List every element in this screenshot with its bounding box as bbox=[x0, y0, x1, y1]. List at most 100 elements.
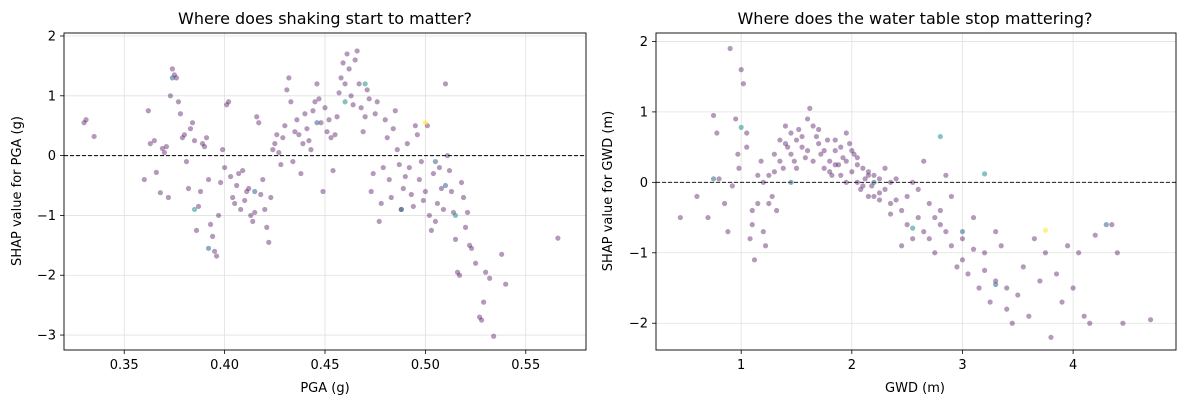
left-x-tick-label: 0.45 bbox=[311, 358, 340, 373]
right-scatter-point bbox=[926, 236, 932, 242]
left-subplot: Where does shaking start to matter? 0.35… bbox=[10, 9, 587, 396]
right-scatter-point bbox=[714, 130, 720, 136]
left-scatter-point bbox=[406, 164, 412, 171]
left-scatter-point bbox=[402, 173, 408, 180]
right-scatter-point bbox=[987, 299, 993, 305]
right-scatter-point bbox=[769, 193, 775, 200]
left-scatter-point bbox=[416, 176, 422, 183]
right-scatter-point bbox=[762, 243, 769, 249]
right-scatter-point bbox=[1076, 250, 1082, 256]
left-points bbox=[81, 48, 561, 339]
right-scatter-point-highlight bbox=[910, 225, 916, 231]
right-scatter-point bbox=[1087, 320, 1093, 326]
right-x-tick-label: 4 bbox=[1069, 358, 1077, 373]
left-scatter-point bbox=[322, 105, 328, 111]
left-scatter-point bbox=[161, 150, 167, 156]
left-scatter-point bbox=[195, 203, 202, 210]
left-y-tick-label: −3 bbox=[37, 329, 56, 344]
left-scatter-point bbox=[352, 57, 358, 63]
right-scatter-point bbox=[821, 165, 827, 171]
left-x-tick-label: 0.50 bbox=[411, 358, 440, 373]
right-scatter-point bbox=[1081, 313, 1087, 319]
left-scatter-point bbox=[428, 227, 435, 233]
right-scatter-point bbox=[744, 130, 750, 136]
right-scatter-point bbox=[788, 130, 794, 136]
right-scatter-point bbox=[694, 193, 700, 200]
left-scatter-point bbox=[256, 120, 262, 126]
left-scatter-point-highlight bbox=[442, 182, 449, 189]
right-scatter-point-highlight bbox=[959, 229, 966, 235]
right-scatter-point bbox=[824, 137, 831, 143]
left-scatter-point bbox=[320, 188, 326, 195]
right-scatter-point bbox=[910, 179, 916, 185]
right-scatter-point bbox=[904, 222, 910, 228]
left-x-axis-label: PGA (g) bbox=[300, 381, 349, 396]
right-scatter-point bbox=[799, 133, 805, 140]
left-scatter-point bbox=[362, 114, 368, 120]
left-x-tick-label: 0.55 bbox=[511, 358, 540, 373]
right-subplot: Where does the water table stop matterin… bbox=[601, 9, 1177, 396]
left-scatter-point bbox=[151, 138, 157, 144]
left-scatter-point bbox=[264, 224, 270, 230]
right-scatter-point-highlight bbox=[710, 176, 717, 182]
left-scatter-point bbox=[360, 129, 366, 135]
right-scatter-point bbox=[829, 172, 835, 178]
left-scatter-point bbox=[460, 194, 467, 201]
right-scatter-point bbox=[1048, 334, 1054, 340]
left-chart-title: Where does shaking start to matter? bbox=[178, 9, 472, 28]
left-scatter-point bbox=[175, 99, 182, 105]
left-scatter-point bbox=[316, 96, 322, 102]
right-scatter-point bbox=[849, 148, 855, 154]
right-scatter-point bbox=[860, 183, 866, 189]
left-scatter-point bbox=[83, 117, 89, 123]
right-scatter-point bbox=[1020, 264, 1026, 270]
left-scatter-point bbox=[268, 194, 274, 201]
left-scatter-point bbox=[228, 173, 234, 180]
right-scatter-point bbox=[780, 165, 786, 171]
left-scatter-point bbox=[288, 99, 294, 105]
left-scatter-point bbox=[344, 51, 350, 57]
right-scatter-point bbox=[1026, 313, 1032, 319]
right-scatter-point bbox=[998, 243, 1004, 249]
right-scatter-point bbox=[904, 193, 910, 200]
right-scatter-point bbox=[807, 105, 813, 111]
left-scatter-point bbox=[376, 218, 382, 225]
right-scatter-point bbox=[705, 214, 711, 221]
left-scatter-point bbox=[274, 132, 280, 138]
right-scatter-point bbox=[876, 176, 883, 182]
right-scatter-point-highlight bbox=[981, 171, 988, 177]
right-scatter-point bbox=[832, 148, 838, 154]
right-scatter-point bbox=[843, 130, 849, 136]
left-y-ticks: −3 −2 −1 0 1 2 bbox=[37, 29, 64, 344]
right-scatter-point bbox=[736, 165, 742, 171]
left-scatter-point bbox=[211, 248, 218, 254]
right-scatter-point bbox=[818, 151, 824, 157]
left-y-axis-label: SHAP value for PGA (g) bbox=[10, 116, 25, 266]
right-scatter-point bbox=[832, 137, 838, 143]
left-scatter-point bbox=[442, 81, 449, 87]
left-scatter-point bbox=[436, 164, 443, 171]
right-scatter-point bbox=[782, 123, 789, 129]
right-scatter-point bbox=[882, 165, 888, 171]
left-scatter-point bbox=[418, 158, 424, 165]
right-scatter-point bbox=[893, 176, 899, 182]
left-scatter-point bbox=[234, 182, 240, 189]
right-x-ticks: 1 2 3 4 bbox=[737, 350, 1077, 373]
right-plot-area bbox=[656, 33, 1176, 350]
left-scatter-point bbox=[81, 120, 87, 126]
right-y-ticks: −2 −1 0 1 2 bbox=[629, 35, 656, 332]
left-scatter-point bbox=[185, 185, 192, 192]
left-scatter-point bbox=[404, 141, 410, 147]
right-scatter-point bbox=[755, 200, 761, 207]
right-scatter-point bbox=[744, 144, 750, 150]
left-scatter-point bbox=[420, 197, 426, 204]
right-scatter-point bbox=[810, 158, 816, 164]
left-scatter-point bbox=[382, 117, 388, 123]
right-scatter-point bbox=[793, 165, 800, 171]
right-x-tick-label: 2 bbox=[848, 358, 856, 373]
left-scatter-point bbox=[222, 164, 228, 171]
right-scatter-point bbox=[785, 144, 791, 150]
left-scatter-point bbox=[282, 123, 288, 129]
left-scatter-point bbox=[244, 188, 250, 195]
right-scatter-point bbox=[910, 236, 916, 242]
